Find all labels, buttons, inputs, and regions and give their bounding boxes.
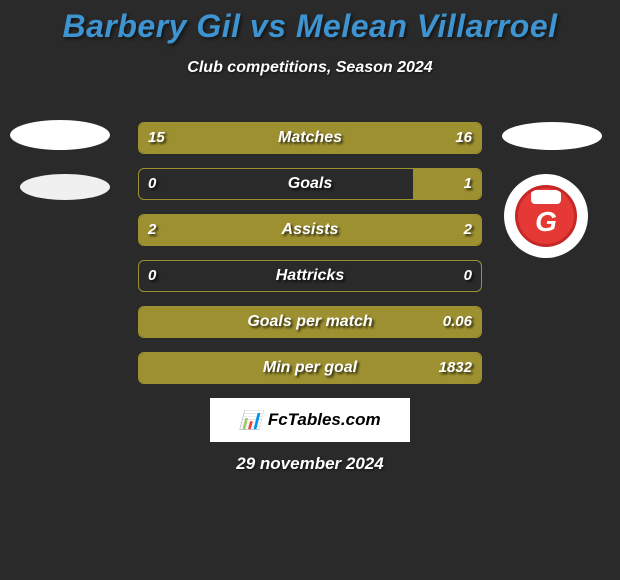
stat-label: Goals per match (138, 306, 482, 338)
shield-icon: G (515, 185, 577, 247)
stat-label: Assists (138, 214, 482, 246)
left-player-logo (10, 120, 110, 200)
stat-row: 0.06Goals per match (138, 306, 482, 338)
brand-label: FcTables.com (268, 410, 381, 430)
stat-row: 01Goals (138, 168, 482, 200)
right-player-logo: G (502, 122, 602, 258)
stat-row: 00Hattricks (138, 260, 482, 292)
date-label: 29 november 2024 (0, 454, 620, 474)
shield-letter: G (535, 206, 557, 238)
shield-detail (531, 190, 561, 204)
stat-label: Matches (138, 122, 482, 154)
chart-icon: 📊 (239, 410, 261, 431)
club-badge: G (504, 174, 588, 258)
stat-row: 1516Matches (138, 122, 482, 154)
stat-row: 22Assists (138, 214, 482, 246)
page-title: Barbery Gil vs Melean Villarroel (0, 0, 620, 45)
logo-shape (502, 122, 602, 150)
brand-footer[interactable]: 📊 FcTables.com (210, 398, 410, 442)
stat-label: Hattricks (138, 260, 482, 292)
logo-shape (20, 174, 110, 200)
stat-label: Goals (138, 168, 482, 200)
stats-bars: 1516Matches 01Goals 22Assists 00Hattricks 0.… (138, 122, 482, 398)
subtitle: Club competitions, Season 2024 (0, 59, 620, 77)
stat-label: Min per goal (138, 352, 482, 384)
stat-row: 1832Min per goal (138, 352, 482, 384)
logo-shape (10, 120, 110, 150)
